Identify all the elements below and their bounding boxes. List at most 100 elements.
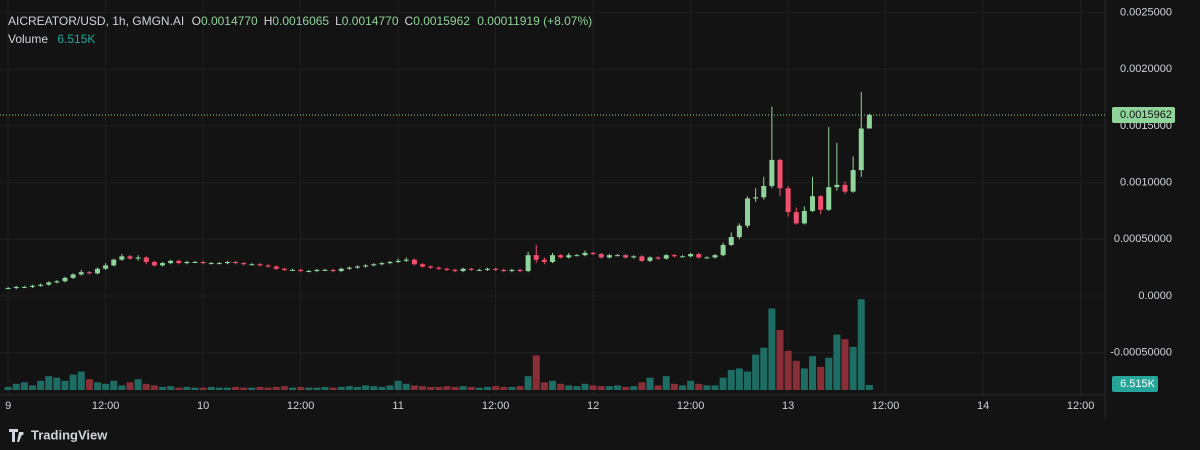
volume-bar [800, 368, 808, 390]
candle-body [777, 159, 783, 189]
volume-bar [467, 386, 475, 390]
volume-bar [516, 386, 524, 390]
candle-body [127, 256, 133, 259]
candle-body [338, 268, 344, 272]
brand: TradingView [9, 427, 108, 442]
candles [5, 91, 872, 290]
candle-body [95, 268, 100, 274]
candle-body [306, 271, 312, 273]
volume-bar [29, 385, 36, 390]
candle-body [216, 263, 222, 265]
volume-bar [435, 386, 443, 390]
candle-body [314, 269, 320, 272]
volume-bar [191, 387, 199, 390]
candle-body [151, 261, 157, 266]
last-price-label: 0.0015962 [1120, 109, 1172, 121]
volume-bar [849, 346, 857, 390]
candle-body [663, 255, 669, 259]
volume-bar [410, 385, 418, 390]
candle-body [444, 268, 450, 270]
volume-bar [313, 387, 321, 390]
field-value: 0.0016065 [272, 14, 329, 28]
volume-bar [337, 386, 345, 390]
field-value: 0.0014770 [201, 14, 258, 28]
volume-bar [69, 374, 77, 390]
candle-body [208, 263, 214, 265]
volume-bar [20, 382, 28, 390]
candle-body [38, 284, 44, 286]
candle-body [615, 255, 620, 257]
x-tick-label: 12:00 [287, 400, 315, 412]
candle-body [62, 277, 68, 282]
volume-bar [500, 386, 508, 390]
candle-body [785, 188, 791, 213]
field-prefix: O [192, 14, 201, 28]
volume-bar [150, 385, 158, 390]
candle-body [493, 268, 499, 270]
volume-bar [484, 386, 491, 390]
volume-bar [687, 380, 695, 390]
volume-label: Volume [8, 32, 48, 46]
volume-bar [183, 386, 191, 390]
candle-body [21, 286, 27, 288]
volume-bar [305, 387, 313, 390]
candle-body [761, 185, 767, 198]
volume-bar [264, 387, 272, 390]
volume-bar [134, 379, 142, 390]
volume-bar [4, 386, 12, 390]
candle-body [428, 266, 434, 268]
volume-bar [679, 385, 686, 390]
volume-bar [85, 379, 93, 390]
candle-body [192, 261, 198, 263]
volume-bar [817, 366, 825, 390]
candle-body [395, 260, 401, 262]
volume-bar [532, 355, 540, 390]
candle-body [176, 260, 182, 264]
candle-body [582, 252, 588, 256]
last-price-box [1112, 106, 1175, 123]
volume-bar [703, 385, 711, 390]
volume-bar [654, 385, 662, 390]
x-tick-label: 11 [392, 400, 403, 412]
x-tick-label: 12 [587, 400, 599, 412]
candle-body [420, 264, 425, 267]
candle-body [13, 286, 19, 289]
y-tick-label: 0.0000 [1138, 290, 1172, 302]
candle-body [858, 128, 864, 171]
candle-body [533, 255, 539, 260]
candle-body [574, 255, 580, 257]
volume-bar [386, 385, 394, 390]
candle-body [842, 184, 848, 192]
volume-bar [549, 380, 556, 390]
volume-bar [297, 386, 305, 390]
volume-bar [362, 385, 370, 390]
candle-body [793, 212, 799, 224]
volume-bar [825, 357, 833, 390]
x-tick-label: 9 [5, 400, 11, 412]
candle-body [355, 266, 360, 268]
volume-bar [37, 380, 45, 390]
candle-body [810, 196, 815, 211]
candle-body [452, 269, 458, 272]
volume-bar [77, 371, 85, 390]
volume-bar [776, 330, 784, 390]
volume-bar [215, 387, 223, 390]
y-tick-label: 0.0025000 [1120, 6, 1172, 18]
candle-body [371, 264, 377, 266]
volume-bar [646, 377, 654, 390]
volume-bar [784, 350, 792, 390]
candle-body [46, 282, 52, 285]
candle-body [387, 261, 393, 264]
volume-bar [670, 383, 678, 390]
candle-body [688, 254, 694, 257]
volume-bar [378, 386, 386, 390]
volume-bar [662, 376, 670, 390]
volume-bar [695, 383, 703, 390]
field-prefix: C [405, 14, 414, 28]
x-tick-label: 12:00 [1067, 400, 1095, 412]
volume-bar [354, 386, 361, 390]
candle-body [818, 196, 824, 210]
candle-body [281, 268, 287, 270]
candle-body [517, 269, 523, 272]
